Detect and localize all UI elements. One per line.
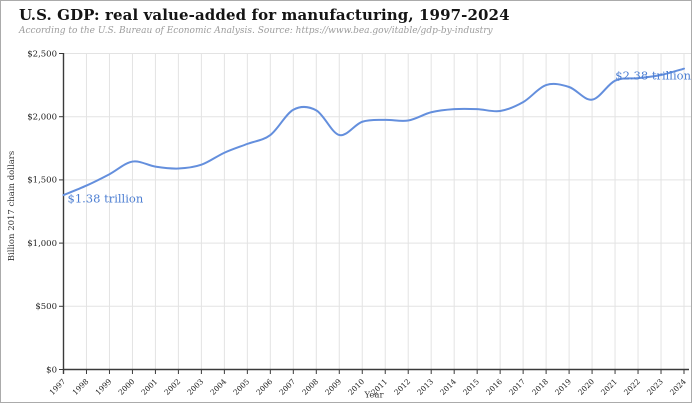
x-tick-label: 2024	[668, 377, 688, 397]
x-tick-label: 2007	[277, 377, 297, 397]
x-tick-label: 2000	[116, 377, 136, 397]
y-tick-label: $2,000	[27, 113, 57, 123]
y-axis-title: Billion 2017 chain dollars	[7, 151, 17, 261]
y-tick-labels: $0 $500 $1,000 $1,500 $2,000 $2,500	[27, 49, 57, 375]
page-title: U.S. GDP: real value-added for manufactu…	[19, 6, 510, 24]
y-tick-label: $1,500	[27, 176, 57, 186]
x-tick-label: 2009	[323, 377, 343, 397]
page-subtitle: According to the U.S. Bureau of Economic…	[19, 26, 493, 36]
x-axis-title: Year	[363, 391, 384, 401]
x-tick-label: 1997	[48, 377, 68, 397]
x-tick-label: 2016	[484, 377, 504, 397]
x-tick-label: 2002	[162, 377, 182, 397]
x-tick-label: 1998	[71, 377, 91, 397]
y-tick-label: $1,000	[27, 239, 57, 249]
annotation-start-value: $1.38 trillion	[68, 192, 144, 206]
x-tick-label: 2019	[553, 377, 573, 397]
x-tick-label: 2018	[530, 377, 550, 397]
x-tick-label: 2004	[208, 377, 228, 397]
x-tick-label: 2005	[231, 377, 251, 397]
axes	[59, 53, 689, 374]
x-tick-label: 2003	[185, 377, 205, 397]
x-tick-label: 2001	[139, 377, 159, 397]
x-tick-label: 2020	[576, 377, 596, 397]
x-tick-label: 2006	[254, 377, 274, 397]
x-tick-label: 2022	[622, 377, 642, 397]
x-tick-label: 2010	[346, 377, 366, 397]
y-tick-label: $500	[35, 302, 57, 312]
y-tick-label: $2,500	[27, 49, 57, 59]
annotation-end-value: $2.38 trillion	[615, 69, 691, 83]
x-tick-label: 1999	[94, 377, 114, 397]
x-tick-label: 2008	[300, 377, 320, 397]
x-tick-label: 2023	[645, 377, 665, 397]
gridlines	[63, 53, 691, 370]
x-tick-label: 2021	[599, 377, 619, 397]
x-tick-label: 2017	[507, 377, 527, 397]
x-tick-label: 2014	[438, 377, 458, 397]
y-tick-label: $0	[46, 365, 57, 375]
x-tick-label: 2013	[415, 377, 435, 397]
x-tick-label: 2015	[461, 377, 481, 397]
x-tick-label: 2012	[392, 377, 412, 397]
gdp-line-series	[62, 67, 685, 197]
